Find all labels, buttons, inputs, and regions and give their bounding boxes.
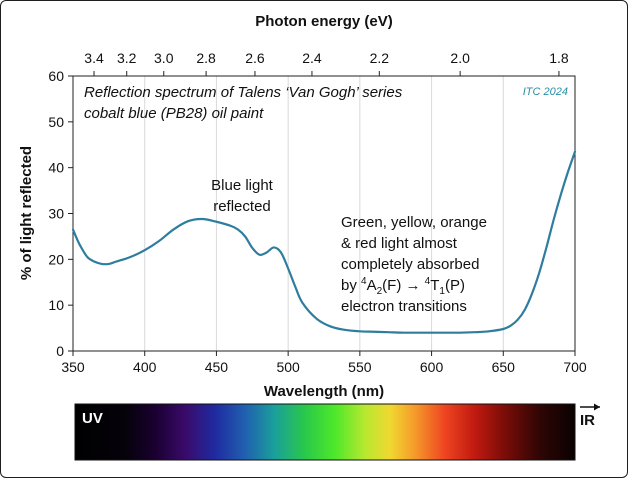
y-tick-label: 40 xyxy=(48,160,64,176)
y-axis-title: % of light reflected xyxy=(18,146,35,280)
y-tick-label: 50 xyxy=(48,114,64,130)
top-tick-label: 2.2 xyxy=(370,50,390,66)
uv-label: UV xyxy=(82,410,103,427)
y-tick-label: 30 xyxy=(48,206,64,222)
y-axis-ticks: 0 10 20 30 40 50 60 xyxy=(48,68,73,359)
x-tick-label: 550 xyxy=(348,359,372,375)
annotation-absorbed-line3: completely absorbed xyxy=(341,256,479,273)
x-axis-title: Wavelength (nm) xyxy=(264,383,384,400)
top-tick-label: 2.4 xyxy=(302,50,322,66)
y-tick-label: 20 xyxy=(48,251,64,267)
chart-title: Reflection spectrum of Talens ‘Van Gogh’… xyxy=(84,84,403,101)
annotation-transition-line: by 4A2(F) → 4T1(P) xyxy=(341,276,465,297)
top-tick-label: 3.2 xyxy=(117,50,137,66)
top-tick-label: 3.0 xyxy=(154,50,174,66)
top-tick-label: 2.6 xyxy=(245,50,265,66)
chart-subtitle: cobalt blue (PB28) oil paint xyxy=(84,105,264,122)
x-tick-label: 450 xyxy=(205,359,229,375)
top-tick-label: 2.0 xyxy=(450,50,470,66)
reflection-curve xyxy=(71,150,577,334)
annotation-absorbed-line5: electron transitions xyxy=(341,298,467,315)
top-axis-ticks: 3.4 3.2 3.0 2.8 2.6 2.4 2.2 2.0 1.8 xyxy=(84,50,569,76)
credit-watermark: ITC 2024 xyxy=(523,86,568,98)
ir-label: IR xyxy=(580,412,595,429)
annotation-blue-line1: Blue light xyxy=(211,177,274,194)
top-axis-title: Photon energy (eV) xyxy=(255,13,393,30)
annotation-blue-line2: reflected xyxy=(213,198,271,215)
y-tick-label: 60 xyxy=(48,68,64,84)
ir-arrow-icon xyxy=(580,403,600,411)
annotation-absorbed-line1: Green, yellow, orange xyxy=(341,214,487,231)
top-tick-label: 2.8 xyxy=(196,50,216,66)
y-tick-label: 10 xyxy=(48,297,64,313)
x-tick-label: 700 xyxy=(563,359,587,375)
x-tick-label: 350 xyxy=(61,359,85,375)
top-tick-label: 3.4 xyxy=(84,50,104,66)
top-tick-label: 1.8 xyxy=(549,50,569,66)
x-tick-label: 500 xyxy=(276,359,300,375)
x-tick-label: 650 xyxy=(492,359,516,375)
x-tick-label: 600 xyxy=(420,359,444,375)
x-tick-label: 400 xyxy=(133,359,157,375)
y-tick-label: 0 xyxy=(56,343,64,359)
annotation-absorbed-line2: & red light almost xyxy=(341,235,458,252)
visible-spectrum-bar xyxy=(74,403,576,461)
vertical-gridlines xyxy=(144,76,504,351)
x-axis-ticks: 350 400 450 500 550 600 650 700 xyxy=(61,351,587,375)
